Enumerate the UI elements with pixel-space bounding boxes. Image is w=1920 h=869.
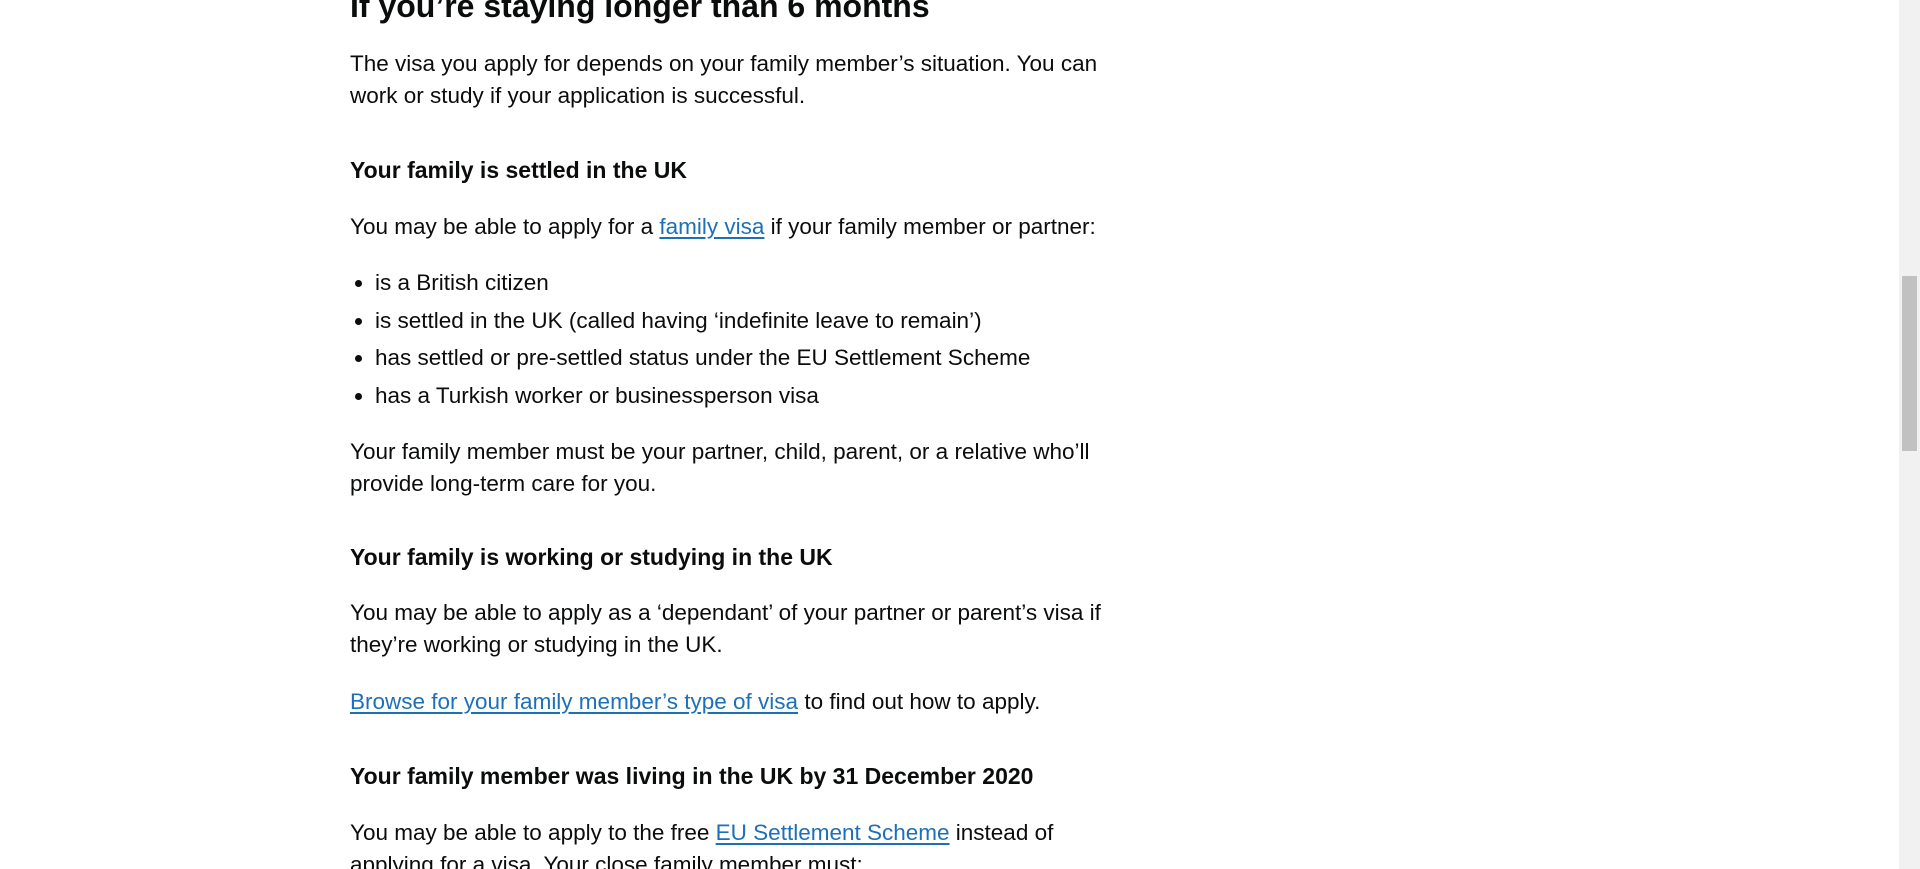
text: instead of applying for a visa. Your clo… bbox=[350, 820, 1054, 869]
bullet: has settled or pre-settled status under … bbox=[375, 339, 1145, 377]
text: You may be able to apply for a bbox=[350, 214, 660, 239]
link[interactable]: EU Settlement Scheme bbox=[715, 820, 950, 845]
subheading: Your family is working or studying in th… bbox=[350, 544, 833, 570]
heading: If you’re staying longer than 6 months bbox=[350, 0, 930, 24]
paragraph: You may be able to apply for a family vi… bbox=[350, 211, 1120, 243]
subheading: Your family is settled in the UK bbox=[350, 157, 687, 183]
link[interactable]: Browse for your family member’s type of … bbox=[350, 689, 799, 714]
link[interactable]: family visa bbox=[659, 214, 765, 239]
paragraph: Browse for your family member’s type of … bbox=[350, 686, 1120, 718]
paragraph: You may be able to apply as a ‘dependant… bbox=[350, 600, 1101, 657]
paragraph: You may be able to apply to the free EU … bbox=[350, 817, 1120, 869]
paragraph: The visa you apply for depends on your f… bbox=[350, 51, 1098, 108]
bullet: is a British citizen bbox=[375, 264, 1145, 302]
text: You may be able to apply to the free bbox=[350, 820, 716, 845]
scrollbar-thumb[interactable] bbox=[1902, 276, 1917, 451]
text: to find out how to apply. bbox=[798, 689, 1041, 714]
bullet-list: is a British citizen is settled in the U… bbox=[350, 264, 1145, 414]
bullet: is settled in the UK (called having ‘ind… bbox=[375, 302, 1145, 340]
scrollbar[interactable] bbox=[1899, 0, 1920, 869]
subheading: Your family member was living in the UK … bbox=[350, 763, 1034, 789]
paragraph: Your family member must be your partner,… bbox=[350, 439, 1090, 496]
text: if your family member or partner: bbox=[764, 214, 1096, 239]
bullet: has a Turkish worker or businessperson v… bbox=[375, 377, 1145, 415]
